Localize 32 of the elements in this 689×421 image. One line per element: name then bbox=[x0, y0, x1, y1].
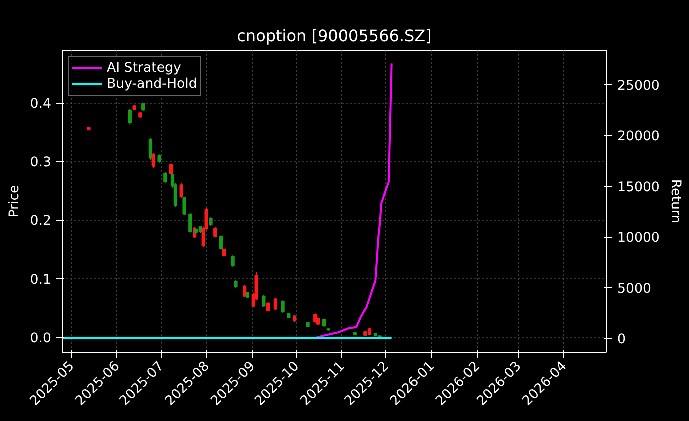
y2-tick-label: 10000 bbox=[618, 231, 660, 246]
candlestick bbox=[262, 294, 266, 308]
chart-title: cnoption [90005566.SZ] bbox=[237, 26, 432, 46]
candlestick bbox=[274, 298, 278, 311]
candlestick bbox=[148, 138, 153, 160]
candlestick bbox=[180, 182, 184, 198]
y2-tick-label: 5000 bbox=[618, 282, 652, 297]
candlestick bbox=[128, 108, 132, 126]
y-tick-label: 0.2 bbox=[30, 214, 52, 230]
y-tick-label: 0.0 bbox=[30, 331, 52, 346]
candlestick bbox=[219, 235, 224, 250]
candlestick bbox=[182, 196, 186, 216]
line-series bbox=[312, 62, 393, 340]
candlestick bbox=[231, 254, 235, 268]
y-tick-label: 0.1 bbox=[30, 272, 52, 288]
legend-label: Buy-and-Hold bbox=[107, 76, 198, 92]
y2-tick-label: 25000 bbox=[618, 78, 660, 94]
candlestick bbox=[164, 172, 168, 184]
candlestick bbox=[169, 163, 174, 176]
y2-axis-title: Return bbox=[668, 179, 683, 224]
y2-tick-label: 20000 bbox=[618, 130, 660, 145]
y2-tick-label: 0 bbox=[618, 332, 626, 348]
y2-tick-label: 15000 bbox=[618, 180, 660, 196]
y-axis-title: Price bbox=[7, 185, 22, 218]
candlestick bbox=[281, 300, 285, 314]
candlestick bbox=[242, 284, 247, 298]
y-tick-label: 0.3 bbox=[30, 156, 52, 171]
candlestick bbox=[152, 152, 156, 169]
candlestick bbox=[214, 226, 218, 238]
candlestick bbox=[188, 212, 192, 234]
legend-label: AI Strategy bbox=[107, 60, 182, 76]
y-tick-label: 0.4 bbox=[30, 97, 52, 112]
